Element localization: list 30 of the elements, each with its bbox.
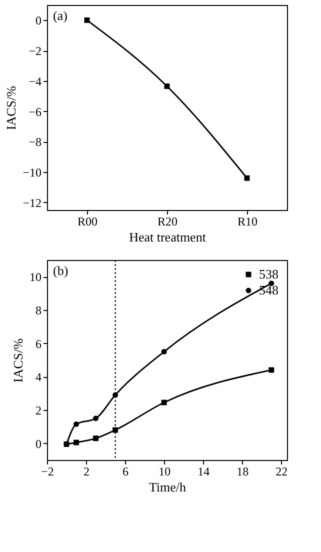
y-axis-title: IACS/% (4, 86, 19, 130)
y-tick-label: 0 (36, 436, 42, 451)
x-axis-title: Heat treatment (129, 230, 206, 244)
x-tick-label: 18 (236, 464, 249, 478)
y-tick-label: −6 (28, 104, 42, 119)
y-tick-label: 2 (36, 404, 42, 418)
x-tick-label: 2 (84, 464, 90, 478)
y-tick-label: −2 (28, 44, 42, 58)
x-tick-label: 10 (158, 464, 171, 478)
y-axis-title: IACS/% (10, 338, 26, 383)
x-tick-label: R10 (237, 214, 258, 228)
y-tick-label: 0 (36, 14, 42, 28)
x-tick-label: 22 (276, 464, 288, 478)
annotation: (b) (53, 263, 68, 278)
y-tick-label: 10 (30, 270, 42, 284)
y-tick-label: 6 (36, 336, 42, 351)
y-tick-label: −4 (28, 74, 42, 88)
legend-label: 538 (259, 266, 278, 282)
annotation: (a) (53, 8, 68, 23)
x-tick-label: 14 (198, 464, 210, 478)
y-tick-label: −10 (22, 166, 42, 180)
y-tick-label: 8 (36, 304, 42, 318)
x-tick-label: R00 (77, 214, 98, 228)
x-axis-title: Time/h (148, 480, 187, 494)
x-tick-label: R20 (157, 214, 178, 228)
y-tick-label: −8 (28, 135, 42, 150)
y-tick-label: −12 (22, 196, 42, 210)
y-tick-label: 4 (36, 370, 42, 384)
legend-label: 548 (259, 282, 278, 298)
x-tick-label: 6 (122, 464, 129, 478)
